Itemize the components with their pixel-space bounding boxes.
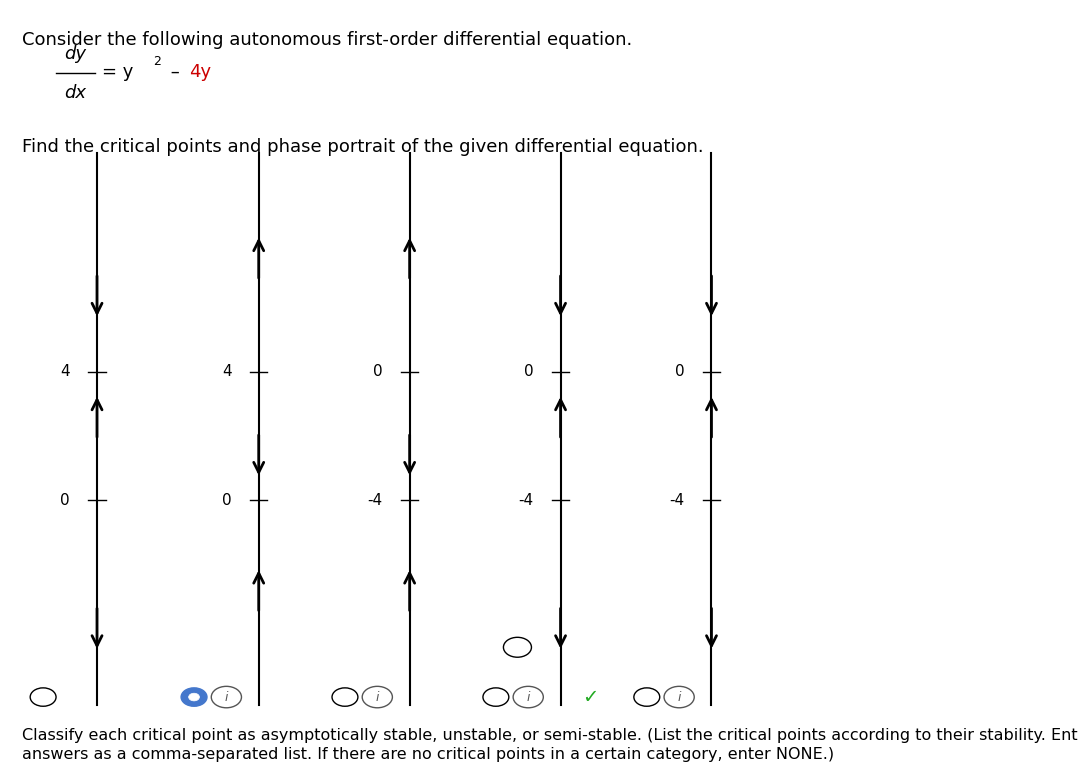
Text: 4y: 4y: [189, 63, 211, 81]
Text: i: i: [677, 691, 681, 703]
Text: 2: 2: [153, 55, 161, 67]
Text: dy: dy: [65, 45, 86, 63]
Text: 0: 0: [222, 493, 232, 508]
Text: 0: 0: [675, 365, 685, 379]
Text: Consider the following autonomous first-order differential equation.: Consider the following autonomous first-…: [22, 31, 632, 48]
Text: –: –: [165, 63, 185, 81]
Text: -4: -4: [519, 493, 534, 508]
Text: ✓: ✓: [582, 688, 598, 706]
Text: 4: 4: [222, 365, 232, 379]
Circle shape: [189, 693, 199, 701]
Text: dx: dx: [65, 84, 86, 102]
Text: -4: -4: [669, 493, 685, 508]
Text: Classify each critical point as asymptotically stable, unstable, or semi-stable.: Classify each critical point as asymptot…: [22, 728, 1078, 743]
Circle shape: [181, 688, 207, 706]
Text: -4: -4: [368, 493, 383, 508]
Text: 0: 0: [373, 365, 383, 379]
Text: answers as a comma-separated list. If there are no critical points in a certain : answers as a comma-separated list. If th…: [22, 747, 833, 762]
Text: 0: 0: [60, 493, 70, 508]
Text: = y: = y: [102, 63, 134, 81]
Text: 4: 4: [60, 365, 70, 379]
Text: i: i: [375, 691, 379, 703]
Text: 0: 0: [524, 365, 534, 379]
Text: i: i: [526, 691, 530, 703]
Text: Find the critical points and phase portrait of the given differential equation.: Find the critical points and phase portr…: [22, 138, 703, 155]
Text: i: i: [224, 691, 229, 703]
